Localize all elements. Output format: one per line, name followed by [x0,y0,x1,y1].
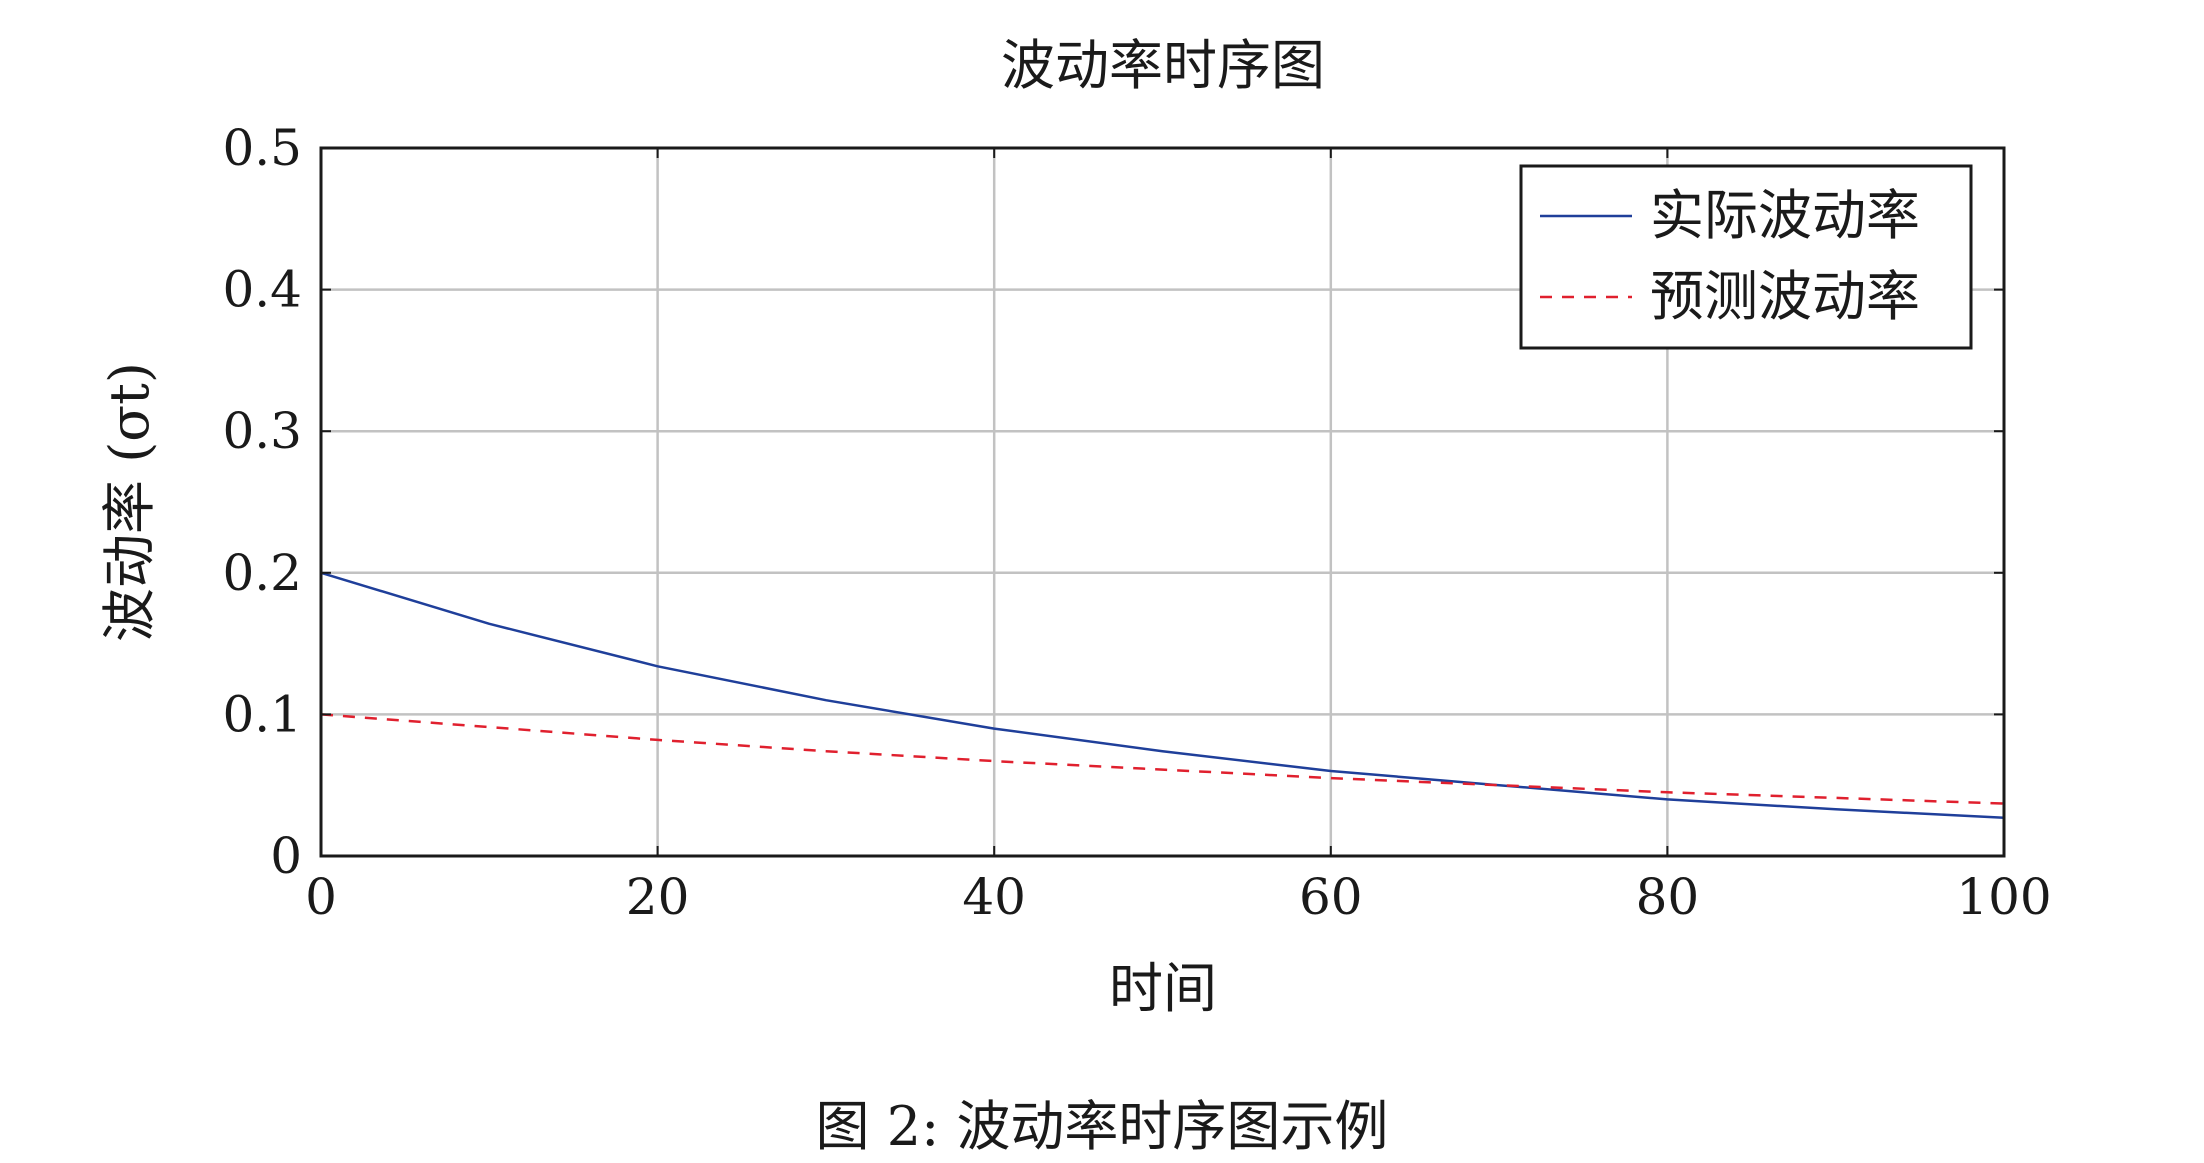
y-tick-label: 0.4 [222,261,302,319]
y-tick-label: 0.2 [222,544,302,602]
y-tick-label: 0 [270,827,302,885]
axis-ticks: 0 20 40 60 80 100 0 0.1 0.2 0.3 0.4 0.5 [222,119,2051,926]
caption-text: 波动率时序图示例 [956,1095,1389,1158]
x-tick-label: 100 [1956,868,2051,926]
plot-frame [319,146,2006,858]
series-actual-line [320,571,2005,820]
legend-box [1519,164,1973,350]
legend-label-predicted: 预测波动率 [1650,265,1920,328]
y-tick-label: 0.1 [222,685,302,743]
y-axis-label: 波动率 (σt) [98,362,161,642]
caption-prefix: 图 2: [815,1095,940,1158]
y-tick-label: 0.3 [222,402,302,460]
legend: 实际波动率 预测波动率 [1519,164,1973,350]
plot-series [320,571,2005,820]
x-tick-label: 0 [305,868,337,926]
series-predicted-line [320,713,2005,805]
chart-title: 波动率时序图 [1001,34,1325,97]
x-tick-label: 80 [1636,868,1700,926]
legend-label-actual: 实际波动率 [1650,184,1920,247]
x-axis-label: 时间 [1109,957,1217,1020]
x-tick-label: 40 [962,868,1026,926]
figure-caption: 图 2: 波动率时序图示例 [0,1092,2204,1162]
x-tick-label: 20 [626,868,690,926]
y-tick-label: 0.5 [222,119,302,177]
x-tick-label: 60 [1299,868,1363,926]
